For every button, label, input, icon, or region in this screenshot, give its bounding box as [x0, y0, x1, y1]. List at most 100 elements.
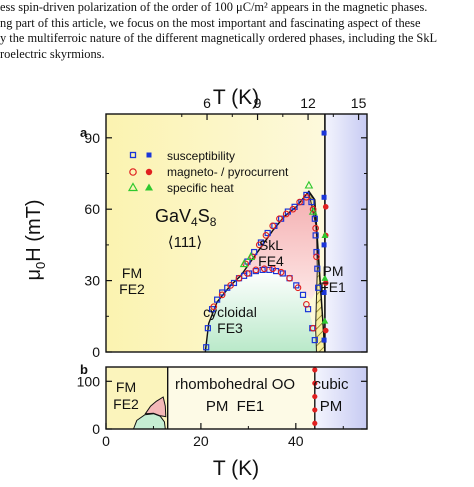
phase-region-b-cubic: [314, 367, 367, 429]
point-pyrocurrent: [296, 198, 303, 206]
legend-entry-susceptibility: susceptibility: [167, 149, 235, 163]
point-b-red: [312, 393, 318, 400]
tick-label-y: 60: [84, 201, 100, 217]
b-label-fe2: FE2: [113, 396, 139, 412]
point-susceptibility: [219, 289, 226, 296]
b-label-fm: FM: [116, 379, 136, 395]
y-axis-label-mu: μ: [23, 269, 45, 281]
point-specific-heat: [246, 252, 256, 260]
caption-line: roelectric skyrmions.: [0, 46, 105, 61]
point-susceptibility: [311, 215, 318, 222]
point-specific-heat: [308, 206, 318, 215]
point-pyrocurrent: [294, 284, 302, 292]
point-specific-heat: [304, 180, 314, 189]
caption-line: ng part of this article, we focus on the…: [0, 15, 421, 30]
point-susceptibility: [204, 325, 211, 332]
phase-region-cycloidal-fe3: [205, 269, 317, 352]
tick-label-top: 12: [300, 95, 316, 111]
legend-marker-mp-filled: [145, 168, 153, 176]
legend-marker-sh-filled: [145, 183, 153, 191]
phase-label-skl: SkL: [259, 237, 283, 253]
phase-label-fe2: FE2: [119, 281, 145, 297]
phase-label-fe3: FE3: [217, 320, 243, 336]
axis-ticks-a: 6 9 12 15 0 30 60 90: [84, 95, 367, 360]
point-susceptibility: [303, 191, 310, 199]
bottom-axis-label: T (K): [213, 457, 259, 480]
point-susceptibility: [279, 270, 286, 277]
caption-text: ess spin-driven polarization of the orde…: [0, 0, 474, 64]
point-pyrocurrent: [269, 222, 277, 230]
point-susceptibility: [308, 198, 315, 206]
formula-part: S: [198, 206, 210, 226]
point-pyrocurrent: [303, 193, 310, 201]
point-pyrocurrent: [210, 303, 218, 311]
point-pyrocurrent: [276, 215, 283, 223]
plot-frame-b: [105, 366, 368, 430]
point-pyrocurrent: [313, 253, 320, 261]
point-pyrocurrent: [262, 232, 270, 239]
point-b-red: [312, 407, 318, 413]
point-pyrocurrent-pm: [322, 327, 329, 334]
point-pyrocurrent: [309, 324, 317, 332]
tick-label-y-b: 0: [92, 421, 100, 437]
data-points-a: [203, 130, 329, 351]
point-pyrocurrent: [244, 270, 251, 277]
point-susceptibility: [312, 232, 319, 239]
formula-sub: 4: [191, 215, 198, 229]
point-susceptibility: [214, 296, 221, 303]
legend-entry-pyrocurrent: magneto- / pyrocurrent: [167, 165, 289, 179]
caption-line: y the multiferroic nature of the differe…: [0, 31, 438, 45]
legend-marker-mp-open: [129, 168, 137, 176]
b-label-pm-fe1: PM FE1: [206, 398, 264, 415]
phase-region-pm-fe1: [324, 114, 367, 352]
axis-ticks-b: 0 20 40 0 100: [77, 373, 367, 449]
panel-label-a: a: [80, 125, 88, 140]
tick-label-top: 6: [203, 95, 211, 111]
b-label-cubic: cubic: [313, 376, 349, 393]
phase-region-skl-fe4: [239, 192, 319, 300]
point-pyrocurrent: [269, 265, 277, 273]
point-pyrocurrent: [282, 210, 290, 218]
caption-line: ess spin-driven polarization of the orde…: [0, 0, 428, 14]
point-pyrocurrent: [227, 282, 234, 289]
point-specific-heat-pm: [321, 231, 329, 238]
point-pyrocurrent: [260, 265, 268, 273]
legend: susceptibility magneto- / pyrocurrent sp…: [127, 149, 289, 195]
point-susceptibility-pm: [321, 242, 327, 248]
b-label-pm: PM: [320, 398, 343, 415]
tick-label-y: 90: [84, 130, 100, 146]
plot-frame-a: [105, 113, 368, 353]
y-axis-label: μ0H (mT): [23, 200, 48, 281]
point-susceptibility-pm: [321, 194, 327, 200]
tick-label-y-b: 100: [77, 373, 101, 389]
tick-label-bottom: 20: [193, 433, 209, 449]
b-label-rhombohedral: rhombohedral OO: [175, 376, 295, 393]
legend-marker-sus-open: [129, 151, 137, 159]
y-axis-label-sub: 0: [33, 262, 48, 269]
panel-b: 0 20 40 0 100 b FM FE2 rhombohedral OO PM FE…: [77, 362, 368, 480]
point-pyrocurrent: [289, 205, 297, 213]
phase-label-pm: PM: [323, 263, 344, 279]
point-b-red: [312, 420, 318, 426]
point-susceptibility: [299, 291, 307, 298]
point-susceptibility: [203, 344, 210, 351]
phase-label-fm: FM: [122, 265, 142, 281]
point-b-red: [312, 367, 318, 373]
point-pyrocurrent-pm: [322, 204, 329, 210]
point-susceptibility-pm: [321, 290, 327, 295]
point-specific-heat-pm: [321, 317, 329, 324]
point-susceptibility: [314, 265, 321, 272]
point-pyrocurrent: [277, 268, 285, 276]
point-pyrocurrent-pm: [322, 280, 329, 286]
point-susceptibility-pm: [321, 130, 327, 136]
tick-label-y: 30: [84, 273, 100, 289]
point-pyrocurrent: [218, 291, 226, 299]
point-pyrocurrent: [235, 274, 243, 282]
point-pyrocurrent: [309, 205, 317, 213]
point-susceptibility: [315, 284, 322, 291]
phase-label-fe1: FE1: [320, 279, 346, 295]
point-b-red: [312, 380, 318, 386]
legend-marker-sh-open: [127, 182, 139, 192]
formula-part: GaV: [155, 206, 191, 226]
